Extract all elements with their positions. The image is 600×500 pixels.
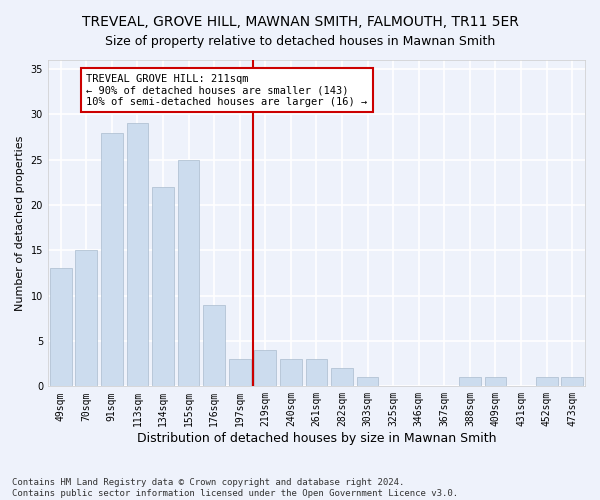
Bar xyxy=(305,359,328,386)
Text: Contains HM Land Registry data © Crown copyright and database right 2024.
Contai: Contains HM Land Registry data © Crown c… xyxy=(12,478,458,498)
X-axis label: Distribution of detached houses by size in Mawnan Smith: Distribution of detached houses by size … xyxy=(137,432,496,445)
Text: TREVEAL, GROVE HILL, MAWNAN SMITH, FALMOUTH, TR11 5ER: TREVEAL, GROVE HILL, MAWNAN SMITH, FALMO… xyxy=(82,15,518,29)
Bar xyxy=(203,305,225,386)
Text: Size of property relative to detached houses in Mawnan Smith: Size of property relative to detached ho… xyxy=(105,35,495,48)
Bar xyxy=(254,350,276,387)
Bar xyxy=(280,359,302,386)
Bar xyxy=(229,359,251,386)
Text: TREVEAL GROVE HILL: 211sqm
← 90% of detached houses are smaller (143)
10% of sem: TREVEAL GROVE HILL: 211sqm ← 90% of deta… xyxy=(86,74,368,107)
Bar xyxy=(459,378,481,386)
Bar xyxy=(76,250,97,386)
Bar xyxy=(152,187,174,386)
Bar xyxy=(101,132,123,386)
Bar xyxy=(331,368,353,386)
Y-axis label: Number of detached properties: Number of detached properties xyxy=(15,136,25,311)
Bar xyxy=(562,378,583,386)
Bar xyxy=(536,378,557,386)
Bar xyxy=(357,378,379,386)
Bar xyxy=(50,268,71,386)
Bar xyxy=(485,378,506,386)
Bar xyxy=(127,124,148,386)
Bar xyxy=(178,160,199,386)
